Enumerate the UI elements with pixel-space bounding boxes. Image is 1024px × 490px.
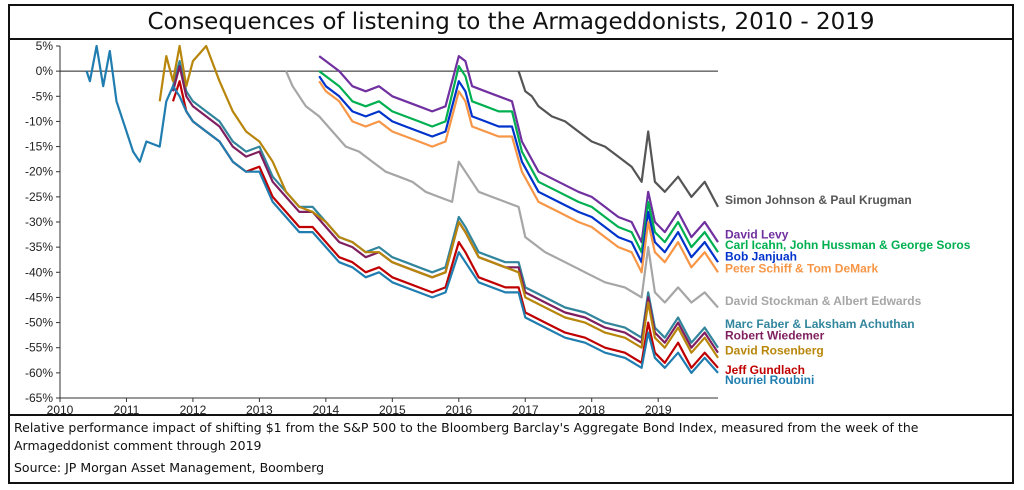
line-chart: 5% 0% -5% -10% -15% -20% -25% -30% -35% -40% -45% -… — [25, 40, 971, 414]
x-tick-label: 2013 — [246, 403, 273, 414]
y-tick-label: -55% — [25, 341, 53, 355]
series-line — [85, 44, 719, 374]
series-line — [318, 55, 719, 244]
y-tick-label: -30% — [25, 215, 53, 229]
chart-area: 5% 0% -5% -10% -15% -20% -25% -30% -35% -40% -45% -… — [10, 40, 1012, 414]
y-tick-label: -50% — [25, 316, 53, 330]
x-tick-label: 2019 — [645, 403, 672, 414]
x-tick-label: 2014 — [313, 403, 340, 414]
series-line — [318, 80, 719, 274]
chart-title: Consequences of listening to the Armaged… — [147, 9, 875, 35]
series-line — [158, 44, 719, 359]
y-tick-label: -20% — [25, 165, 53, 179]
x-tick-label: 2018 — [578, 403, 605, 414]
series-line — [171, 80, 719, 369]
x-tick-label: 2010 — [47, 403, 74, 414]
series-label: Simon Johnson & Paul Krugman — [725, 193, 912, 207]
series-line — [318, 65, 719, 254]
x-tick-label: 2011 — [114, 403, 140, 414]
y-tick-label: -5% — [32, 89, 54, 103]
series-label: Peter Schiff & Tom DeMark — [725, 261, 878, 275]
y-tick-label: -60% — [25, 366, 53, 380]
series-label: David Rosenberg — [725, 344, 824, 358]
x-tick-label: 2015 — [379, 403, 406, 414]
y-tick-label: -65% — [25, 391, 53, 405]
chart-description: Relative performance impact of shifting … — [14, 420, 919, 453]
series-line — [318, 75, 719, 264]
title-bar: Consequences of listening to the Armaged… — [10, 6, 1012, 40]
series-line — [284, 70, 719, 309]
series-label: David Levy — [725, 228, 789, 242]
series-line — [517, 70, 719, 208]
y-tick-label: -25% — [25, 190, 53, 204]
series-label: Carl Icahn, John Hussman & George Soros — [725, 238, 971, 252]
series-label: Bob Janjuah — [725, 250, 797, 264]
y-tick-label: -15% — [25, 140, 53, 154]
series-line — [171, 65, 719, 354]
chart-notes: Relative performance impact of shifting … — [10, 414, 1012, 482]
series-label: Robert Wiedemer — [725, 329, 825, 343]
y-tick-label: -45% — [25, 290, 53, 304]
x-tick-label: 2017 — [512, 403, 539, 414]
chart-source: Source: JP Morgan Asset Management, Boom… — [14, 460, 325, 475]
x-tick-label: 2012 — [180, 403, 207, 414]
series-label: Marc Faber & Laksham Achuthan — [725, 317, 915, 331]
y-tick-label: -40% — [25, 265, 53, 279]
series-label: Jeff Gundlach — [725, 363, 805, 377]
x-tick-label: 2016 — [445, 403, 472, 414]
chart-frame: Consequences of listening to the Armaged… — [8, 4, 1014, 484]
y-tick-label: 0% — [36, 64, 54, 78]
y-tick-label: 5% — [36, 40, 54, 53]
series-label: David Stockman & Albert Edwards — [725, 294, 922, 308]
y-tick-label: -35% — [25, 240, 53, 254]
series-label: Nouriel Roubini — [725, 373, 814, 387]
y-tick-label: -10% — [25, 114, 53, 128]
